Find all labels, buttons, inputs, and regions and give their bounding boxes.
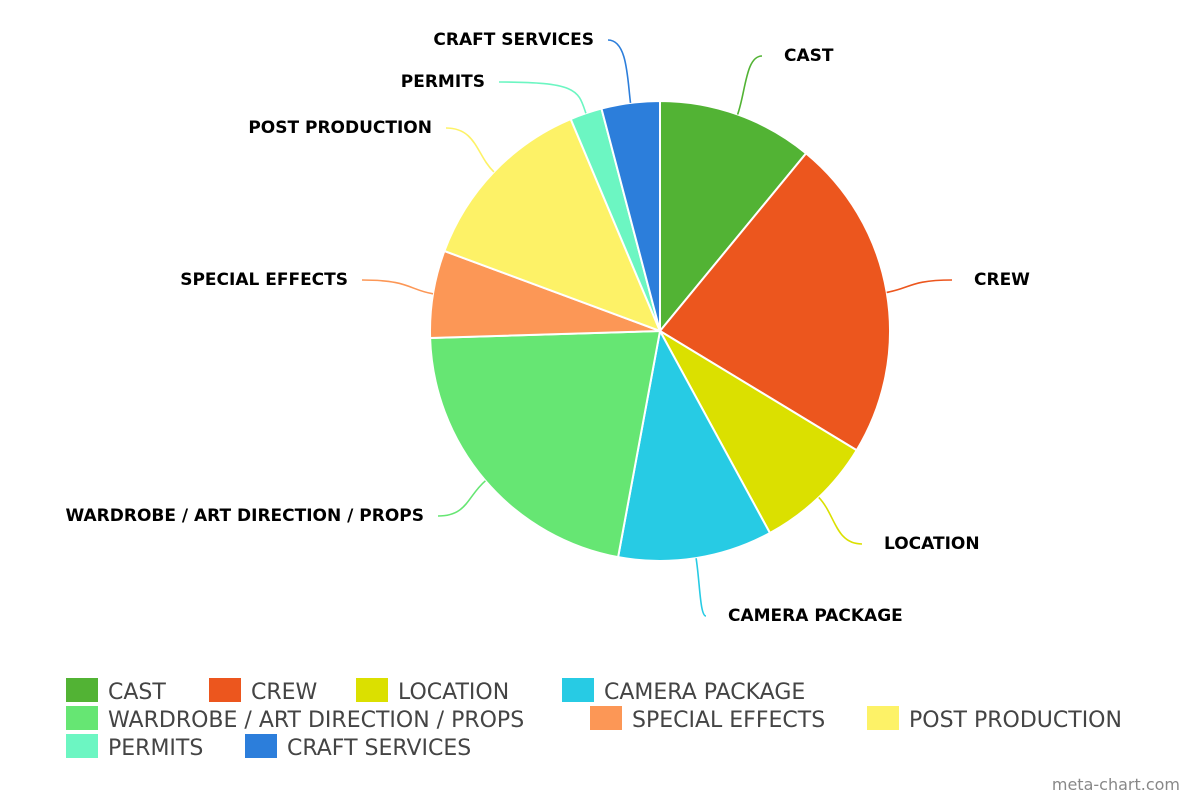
pie-slice-camera-package[interactable] [616,328,772,562]
chart-legend: CAST CREW LOCATION CAMERA PACKAGE WARDROBE /… [66,678,1122,761]
callout-line-location [818,496,863,545]
callout-line-crew [886,279,953,294]
callout-line-wardrobe-art-direction-props [437,480,486,517]
legend-label: CRAFT SERVICES [287,736,471,761]
pie-slices [429,99,891,562]
callout-line-craft-services [607,39,632,104]
legend-label: PERMITS [108,736,203,761]
legend-label: POST PRODUCTION [909,708,1122,733]
slice-label-camera-package: CAMERA PACKAGE [728,606,903,626]
legend-item-camera-package[interactable]: CAMERA PACKAGE [562,678,805,705]
legend-item-wardrobe-art-direction-props[interactable]: WARDROBE / ART DIRECTION / PROPS [66,706,524,733]
legend-label: LOCATION [398,680,509,705]
legend-item-location[interactable]: LOCATION [356,678,509,705]
legend-swatch [209,678,241,702]
legend-item-post-production[interactable]: POST PRODUCTION [867,706,1122,733]
legend-swatch [66,706,98,730]
slice-label-craft-services: CRAFT SERVICES [433,30,594,50]
legend-label: CREW [251,680,318,705]
chart-credit: meta-chart.com [1052,775,1180,794]
legend-swatch [590,706,622,730]
legend-item-cast[interactable]: CAST [66,678,166,705]
legend-swatch [867,706,899,730]
legend-label: WARDROBE / ART DIRECTION / PROPS [108,708,524,733]
slice-callouts: CAST CREW LOCATION CAMERA PACKAGE WARDROBE /… [66,30,1031,626]
legend-item-crew[interactable]: CREW [209,678,318,705]
callout-line-cast [736,55,763,115]
slice-label-post-production: POST PRODUCTION [248,118,432,138]
pie-slice-wardrobe-art-direction-props[interactable] [429,329,662,559]
slice-label-permits: PERMITS [401,72,485,92]
legend-item-craft-services[interactable]: CRAFT SERVICES [245,734,471,761]
legend-swatch [66,678,98,702]
legend-swatch [356,678,388,702]
legend-swatch [66,734,98,758]
pie-slice-location[interactable] [657,328,859,535]
legend-label: CAMERA PACKAGE [604,680,805,705]
pie-slice-cast[interactable] [659,99,808,334]
callout-line-special-effects [361,279,434,295]
slice-label-wardrobe-art-direction-props: WARDROBE / ART DIRECTION / PROPS [66,506,424,526]
callout-line-camera-package [695,558,707,617]
legend-label: CAST [108,680,166,705]
pie-slice-post-production[interactable] [443,117,662,333]
legend-item-permits[interactable]: PERMITS [66,734,203,761]
legend-label: SPECIAL EFFECTS [632,708,825,733]
legend-item-special-effects[interactable]: SPECIAL EFFECTS [590,706,825,733]
slice-label-special-effects: SPECIAL EFFECTS [180,270,348,290]
slice-label-cast: CAST [784,46,834,66]
legend-swatch [562,678,594,702]
callout-line-permits [498,81,587,114]
legend-swatch [245,734,277,758]
slice-label-crew: CREW [974,270,1030,290]
callout-line-post-production [445,127,495,173]
pie-slice-craft-services[interactable] [600,99,661,332]
slice-label-location: LOCATION [884,534,980,554]
